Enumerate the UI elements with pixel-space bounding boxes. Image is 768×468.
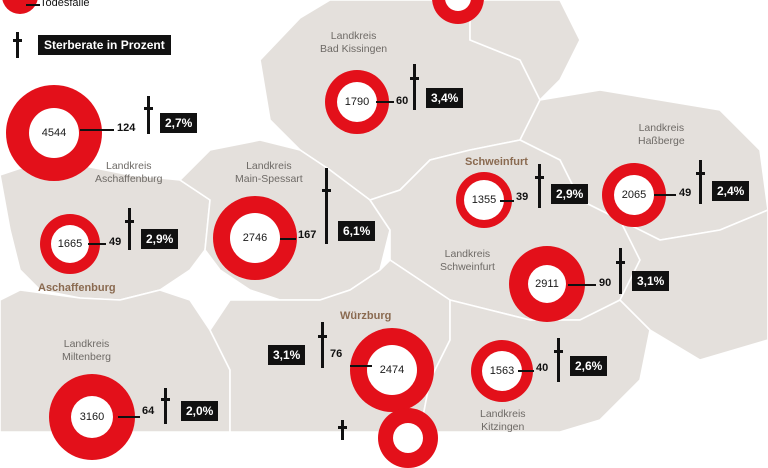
total-cases-schweinfurt-district: 2911 xyxy=(535,278,559,290)
cross-icon-wuerzburg xyxy=(318,322,327,368)
total-cases-miltenberg: 3160 xyxy=(79,411,105,423)
donut-aschaffenburg-district: 4544 xyxy=(6,85,102,181)
region-label-bad-kissingen: Landkreis Bad Kissingen xyxy=(320,30,388,55)
leader-aschaffenburg-city xyxy=(88,243,106,245)
region-label-miltenberg: Landkreis Miltenberg xyxy=(62,338,112,363)
rate-kitzingen: 2,6% xyxy=(570,356,608,376)
rate-hassberge: 2,4% xyxy=(712,181,750,201)
region-label-aschaffenburg-district: Landkreis Aschaffenburg xyxy=(95,160,163,185)
rate-bad-kissingen: 3,4% xyxy=(426,88,464,108)
leader-hassberge xyxy=(654,194,676,196)
rate-wuerzburg: 3,1% xyxy=(268,345,306,365)
cross-icon-schweinfurt-city xyxy=(535,164,544,208)
total-cases-aschaffenburg-district: 4544 xyxy=(41,127,67,139)
rate-miltenberg: 2,0% xyxy=(181,401,219,421)
cross-icon-aschaffenburg-city xyxy=(125,208,134,250)
rate-aschaffenburg-city: 2,9% xyxy=(141,229,179,249)
deaths-schweinfurt-district: 90 xyxy=(599,277,612,289)
cross-icon-main-spessart xyxy=(322,168,331,244)
rate-schweinfurt-district: 3,1% xyxy=(632,271,670,291)
region-label-wuerzburg: Würzburg xyxy=(340,310,392,322)
deaths-miltenberg: 64 xyxy=(142,405,155,417)
cross-icon-cropped-bottom xyxy=(338,420,347,440)
cross-icon-aschaffenburg-district xyxy=(144,96,153,134)
map-region-rhoen-north xyxy=(469,0,581,102)
region-label-kitzingen: Landkreis Kitzingen xyxy=(480,408,526,433)
leader-bad-kissingen xyxy=(376,101,394,103)
leader-aschaffenburg-district xyxy=(80,129,114,131)
total-cases-aschaffenburg-city: 1665 xyxy=(57,238,83,250)
region-label-schweinfurt-district: Landkreis Schweinfurt xyxy=(440,248,495,273)
map-region-east xyxy=(618,209,768,361)
region-label-aschaffenburg-city: Aschaffenburg xyxy=(38,282,116,294)
total-cases-schweinfurt-city: 1355 xyxy=(471,194,497,206)
total-cases-kitzingen: 1563 xyxy=(489,365,515,377)
rate-main-spessart: 6,1% xyxy=(338,221,376,241)
donut-kitzingen: 1563 xyxy=(471,340,533,402)
deaths-bad-kissingen: 60 xyxy=(396,95,409,107)
leader-miltenberg xyxy=(118,416,140,418)
donut-hassberge: 2065 xyxy=(602,163,666,227)
deaths-kitzingen: 40 xyxy=(536,362,549,374)
deaths-wuerzburg: 76 xyxy=(330,348,343,360)
cross-icon-hassberge xyxy=(696,160,705,204)
deaths-hassberge: 49 xyxy=(679,187,692,199)
legend-cross-icon xyxy=(13,32,22,58)
region-label-main-spessart: Landkreis Main-Spessart xyxy=(235,160,303,185)
rate-aschaffenburg-district: 2,7% xyxy=(160,113,198,133)
cross-icon-bad-kissingen xyxy=(410,64,419,110)
legend-rate-label: Sterberate in Prozent xyxy=(38,35,171,55)
legend-leader-line xyxy=(26,4,40,6)
deaths-main-spessart: 167 xyxy=(298,229,317,241)
deaths-aschaffenburg-city: 49 xyxy=(109,236,122,248)
leader-main-spessart xyxy=(280,238,296,240)
deaths-aschaffenburg-district: 124 xyxy=(117,122,136,134)
legend-donut xyxy=(2,0,38,14)
region-label-hassberge: Landkreis Haßberge xyxy=(638,122,685,147)
rate-schweinfurt-city: 2,9% xyxy=(551,184,589,204)
donut-schweinfurt-city: 1355 xyxy=(456,172,512,228)
legend-deaths-label: Todesfälle xyxy=(40,0,90,9)
cross-icon-miltenberg xyxy=(161,388,170,424)
total-cases-hassberge: 2065 xyxy=(621,189,647,201)
cross-icon-schweinfurt-district xyxy=(616,248,625,294)
deaths-schweinfurt-city: 39 xyxy=(516,191,529,203)
cross-icon-kitzingen xyxy=(554,338,563,382)
region-label-schweinfurt-city: Schweinfurt xyxy=(465,156,528,168)
donut-wuerzburg: 2474 xyxy=(350,328,434,412)
leader-kitzingen xyxy=(518,370,534,372)
leader-schweinfurt-district xyxy=(568,284,596,286)
leader-schweinfurt-city xyxy=(500,200,514,202)
leader-wuerzburg xyxy=(350,365,372,367)
donut-cropped-bottom xyxy=(378,408,438,468)
total-cases-main-spessart: 2746 xyxy=(242,232,268,244)
total-cases-wuerzburg: 2474 xyxy=(379,364,405,376)
total-cases-bad-kissingen: 1790 xyxy=(344,96,370,108)
